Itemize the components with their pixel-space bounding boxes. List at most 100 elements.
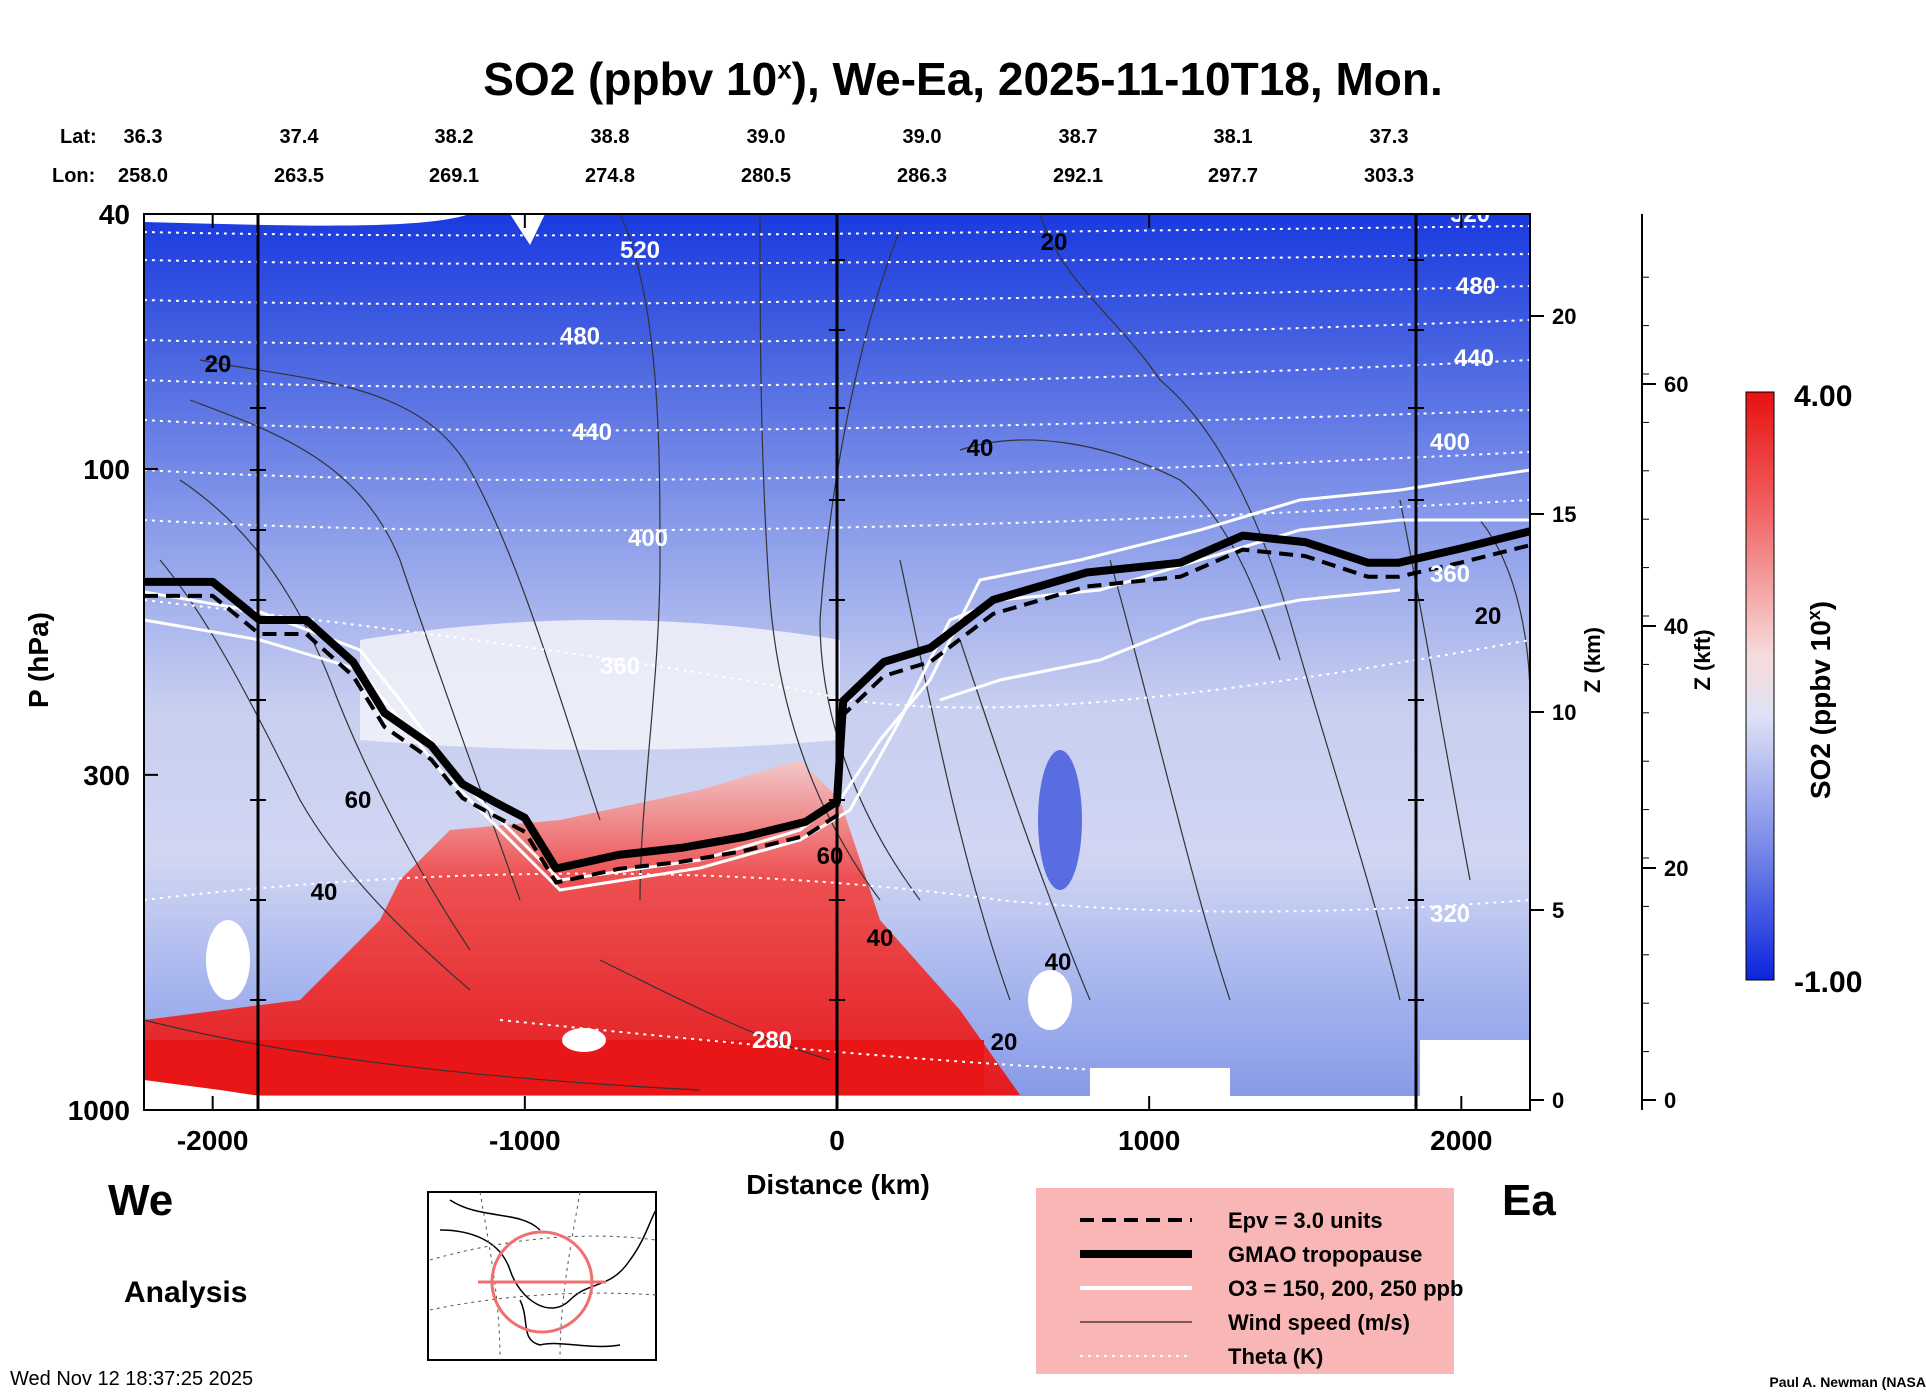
lat-label: Lat: xyxy=(60,126,97,148)
chart-title: SO2 (ppbv 10x), We-Ea, 2025-11-10T18, Mo… xyxy=(0,52,1926,106)
wind-contours xyxy=(144,214,1530,1091)
colorbar-min-label: -1.00 xyxy=(1794,966,1862,999)
theta-label: 480 xyxy=(560,323,600,350)
theta-label: 520 xyxy=(620,237,660,264)
y-axis: 40 100 300 1000 xyxy=(68,199,158,1126)
theta-label: 280 xyxy=(752,1027,792,1054)
lon-value: 274.8 xyxy=(584,165,636,187)
legend-tropopause: GMAO tropopause xyxy=(1228,1242,1423,1267)
x-axis-label: Distance (km) xyxy=(746,1169,930,1200)
wind-speed-label: 20 xyxy=(1041,229,1068,256)
theta-label: 440 xyxy=(572,419,612,446)
lat-value: 39.0 xyxy=(746,126,786,148)
theta-label: 320 xyxy=(1430,901,1470,928)
wind-speed-label: 60 xyxy=(817,843,844,870)
legend-epv: Epv = 3.0 units xyxy=(1228,1208,1383,1233)
z-kft-tick-label: 60 xyxy=(1664,372,1688,397)
analysis-label: Analysis xyxy=(124,1276,248,1309)
ozone-contours xyxy=(144,468,1530,892)
y-axis-label: P (hPa) xyxy=(23,612,54,708)
wind-speed-label: 40 xyxy=(967,435,994,462)
lon-value: 280.5 xyxy=(740,165,792,187)
lon-value: 297.7 xyxy=(1207,165,1259,187)
z-km-tick-label: 0 xyxy=(1552,1088,1564,1113)
west-end-label: We xyxy=(108,1176,174,1225)
legend-theta: Theta (K) xyxy=(1228,1344,1324,1369)
colorbar-title-rest: ) xyxy=(1805,601,1836,610)
section-lines xyxy=(256,214,1418,1110)
x-axis: -2000 -1000 0 1000 2000 xyxy=(177,214,1492,1156)
x-tick-label: 1000 xyxy=(1118,1125,1180,1156)
z-km-tick-label: 10 xyxy=(1552,700,1576,725)
title-main: SO2 (ppbv 10 xyxy=(483,53,778,105)
lat-value: 38.7 xyxy=(1058,126,1098,148)
legend-swatches xyxy=(1080,1218,1192,1357)
lat-value: 37.4 xyxy=(279,126,319,148)
y-tick-label: 100 xyxy=(83,454,130,485)
wind-speed-label: 60 xyxy=(345,787,372,814)
theta-label: 360 xyxy=(1430,561,1470,588)
colorbar-title-sup: x xyxy=(1804,610,1824,620)
lat-value: 38.1 xyxy=(1213,126,1253,148)
credit: Paul A. Newman (NASA xyxy=(1769,1374,1926,1390)
wind-speed-label: 40 xyxy=(311,879,338,906)
z-km-axis: 0 5 10 15 20 xyxy=(1529,214,1576,1113)
legend-wind-speed: Wind speed (m/s) xyxy=(1228,1310,1410,1335)
tropopause-line xyxy=(144,527,1530,873)
z-kft-label: Z (kft) xyxy=(1690,629,1715,690)
lon-value: 292.1 xyxy=(1052,165,1104,187)
lon-value: 303.3 xyxy=(1363,165,1415,187)
legend-ozone: O3 = 150, 200, 250 ppb xyxy=(1228,1276,1464,1301)
z-kft-tick-label: 20 xyxy=(1664,856,1688,881)
wind-speed-label: 20 xyxy=(991,1029,1018,1056)
timestamp: Wed Nov 12 18:37:25 2025 xyxy=(10,1368,254,1390)
theta-label: 400 xyxy=(1430,429,1470,456)
z-kft-axis: 0 20 40 60 xyxy=(1641,214,1688,1113)
lat-value: 39.0 xyxy=(902,126,942,148)
z-kft-tick-label: 40 xyxy=(1664,614,1688,639)
theta-label: 440 xyxy=(1454,345,1494,372)
title-rest: ), We-Ea, 2025-11-10T18, Mon. xyxy=(791,53,1443,105)
wind-speed-labels: 20 20 40 40 40 20 60 60 20 40 xyxy=(205,229,1502,1056)
wind-speed-label: 40 xyxy=(1045,949,1072,976)
lon-label: Lon: xyxy=(52,165,96,187)
wind-speed-label: 20 xyxy=(205,351,232,378)
theta-contours xyxy=(144,225,1530,1071)
lon-value: 263.5 xyxy=(273,165,325,187)
theta-label: 480 xyxy=(1456,273,1496,300)
x-tick-label: -2000 xyxy=(177,1125,249,1156)
y-tick-label: 300 xyxy=(83,760,130,791)
theta-label: 360 xyxy=(600,653,640,680)
colorbar-title: SO2 (ppbv 10x) xyxy=(1804,601,1836,799)
colorbar-max-label: 4.00 xyxy=(1794,380,1852,413)
inset-map xyxy=(427,1191,657,1361)
colorbar-title-main: SO2 (ppbv 10 xyxy=(1805,620,1836,799)
y-tick-label: 1000 xyxy=(68,1095,130,1126)
wind-speed-label: 40 xyxy=(867,925,894,952)
z-km-tick-label: 5 xyxy=(1552,898,1564,923)
lon-value: 286.3 xyxy=(896,165,948,187)
x-tick-label: 0 xyxy=(829,1125,845,1156)
east-end-label: Ea xyxy=(1502,1176,1556,1225)
legend: Epv = 3.0 units GMAO tropopause O3 = 150… xyxy=(1036,1188,1463,1374)
wind-speed-label: 20 xyxy=(1475,603,1502,630)
lat-value: 38.8 xyxy=(590,126,630,148)
lon-value: 258.0 xyxy=(117,165,169,187)
z-km-label: Z (km) xyxy=(1580,627,1605,693)
colorbar xyxy=(1745,391,1775,981)
x-tick-label: 2000 xyxy=(1430,1125,1492,1156)
z-km-tick-label: 15 xyxy=(1552,502,1576,527)
z-km-tick-label: 20 xyxy=(1552,304,1576,329)
theta-label: 400 xyxy=(628,525,668,552)
section-line-ticks xyxy=(250,259,1424,1001)
lon-value: 269.1 xyxy=(428,165,480,187)
x-tick-label: -1000 xyxy=(489,1125,561,1156)
lat-value: 36.3 xyxy=(123,126,163,148)
z-kft-tick-label: 0 xyxy=(1664,1088,1676,1113)
lat-value: 37.3 xyxy=(1369,126,1409,148)
title-superscript: x xyxy=(777,54,792,85)
y-tick-label: 40 xyxy=(99,199,130,230)
lat-value: 38.2 xyxy=(434,126,474,148)
